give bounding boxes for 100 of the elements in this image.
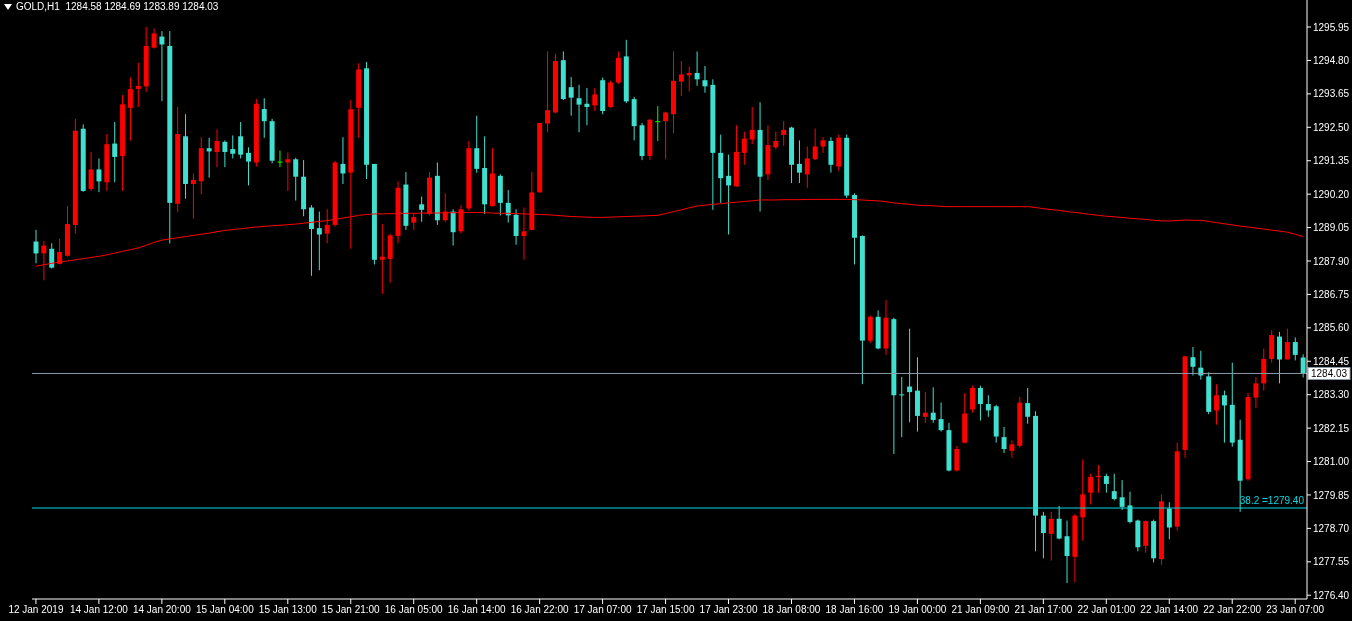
candlestick — [930, 386, 936, 424]
candlestick — [1214, 383, 1220, 426]
candlestick — [828, 136, 834, 174]
candlestick — [977, 385, 983, 422]
candlestick — [985, 394, 991, 418]
y-tick-label: 1282.15 — [1313, 422, 1350, 434]
candlestick — [159, 30, 165, 102]
candlestick — [970, 385, 976, 414]
candlestick — [804, 145, 810, 189]
candlestick — [1009, 439, 1015, 459]
candlestick — [781, 120, 787, 147]
candlestick — [316, 211, 322, 271]
candlestick — [678, 60, 684, 97]
candlestick — [419, 195, 425, 223]
candlestick — [246, 146, 251, 186]
x-tick-label: 16 Jan 14:00 — [447, 604, 507, 615]
candlestick — [1025, 387, 1031, 425]
candlestick — [222, 139, 228, 168]
x-tick-label: 21 Jan 17:00 — [1014, 604, 1073, 615]
candlestick — [1080, 458, 1086, 542]
candlestick — [151, 27, 157, 50]
x-tick-label: 15 Jan 13:00 — [258, 604, 318, 615]
candlestick — [867, 315, 873, 344]
candlestick — [820, 136, 826, 154]
candlestick — [576, 84, 582, 133]
candlestick — [135, 62, 141, 108]
candlestick — [96, 157, 102, 193]
x-tick-label: 21 Jan 09:00 — [951, 604, 1010, 615]
candlestick — [1040, 511, 1046, 559]
y-tick-label: 1278.70 — [1313, 522, 1350, 534]
candlestick — [324, 208, 330, 244]
x-tick-label: 18 Jan 08:00 — [762, 604, 821, 615]
y-tick-label: 1279.85 — [1313, 489, 1350, 501]
x-tick-label: 16 Jan 05:00 — [384, 604, 444, 615]
candlestick — [1292, 336, 1298, 361]
candlestick — [1284, 328, 1290, 361]
candlestick — [1119, 479, 1125, 511]
y-tick-label: 1277.55 — [1313, 556, 1350, 568]
x-tick-label: 14 Jan 20:00 — [132, 604, 192, 615]
y-tick-label: 1276.40 — [1313, 589, 1350, 601]
candlestick — [261, 97, 267, 139]
candlestick — [1277, 331, 1282, 384]
x-tick-label: 18 Jan 16:00 — [825, 604, 884, 615]
candlestick — [694, 50, 700, 87]
candlestick — [812, 127, 818, 161]
candlestick — [545, 50, 551, 133]
candlestick — [387, 233, 393, 284]
candlestick — [592, 87, 598, 112]
x-tick-label: 17 Jan 23:00 — [699, 604, 758, 615]
candlestick — [741, 131, 747, 166]
candlestick — [293, 157, 299, 202]
candlestick — [907, 328, 913, 423]
y-tick-label: 1293.65 — [1313, 88, 1350, 100]
candlestick — [1103, 473, 1109, 494]
candlestick — [938, 402, 944, 433]
candlestick — [230, 134, 236, 159]
candlestick — [379, 223, 385, 295]
candlestick — [726, 154, 732, 236]
x-tick-label: 12 Jan 2019 — [8, 604, 64, 615]
candlestick — [1048, 511, 1054, 562]
y-tick-label: 1283.30 — [1313, 389, 1350, 401]
candlestick — [1088, 473, 1094, 506]
x-tick-label: 16 Jan 22:00 — [510, 604, 569, 615]
candlestick — [954, 445, 960, 472]
x-tick-label: 23 Jan 07:00 — [1266, 604, 1325, 615]
y-tick-label: 1289.05 — [1313, 222, 1350, 234]
candlestick — [206, 137, 212, 179]
y-tick-label: 1291.35 — [1313, 155, 1350, 167]
candlestick — [584, 87, 590, 126]
candlestick — [663, 111, 669, 160]
y-tick-label: 1281.00 — [1313, 456, 1350, 468]
candlestick — [340, 136, 346, 185]
candlestick — [1221, 390, 1227, 444]
candlestick — [1111, 473, 1117, 501]
candlestick — [655, 105, 661, 142]
y-tick-label: 1295.95 — [1313, 21, 1350, 33]
y-tick-label: 1286.75 — [1313, 288, 1350, 300]
y-tick-label: 1287.90 — [1313, 255, 1350, 267]
x-tick-label: 17 Jan 15:00 — [636, 604, 695, 615]
candlestick — [450, 208, 456, 247]
candlestick — [922, 391, 928, 424]
candlestick — [127, 76, 133, 142]
candlestick — [1269, 329, 1275, 364]
candlestick — [1253, 376, 1259, 409]
candlestick — [238, 121, 244, 159]
ref-line-label: 1284.03 — [1311, 368, 1348, 380]
candlestick — [308, 204, 314, 277]
y-tick-label: 1294.80 — [1313, 55, 1350, 66]
candlestick — [796, 139, 802, 184]
x-tick-label: 17 Jan 07:00 — [573, 604, 632, 615]
candlestick — [285, 151, 291, 192]
x-tick-label: 22 Jan 01:00 — [1077, 604, 1136, 615]
y-tick-label: 1284.45 — [1313, 355, 1350, 367]
x-tick-label: 19 Jan 00:00 — [888, 604, 947, 615]
y-tick-label: 1290.20 — [1313, 188, 1350, 200]
chart-title: GOLD,H1 1284.58 1284.69 1283.89 1284.03 — [16, 1, 219, 12]
candlestick — [1056, 505, 1062, 540]
candlestick — [1198, 350, 1204, 381]
candlestick — [1190, 346, 1196, 376]
y-tick-label: 1285.60 — [1313, 322, 1350, 334]
